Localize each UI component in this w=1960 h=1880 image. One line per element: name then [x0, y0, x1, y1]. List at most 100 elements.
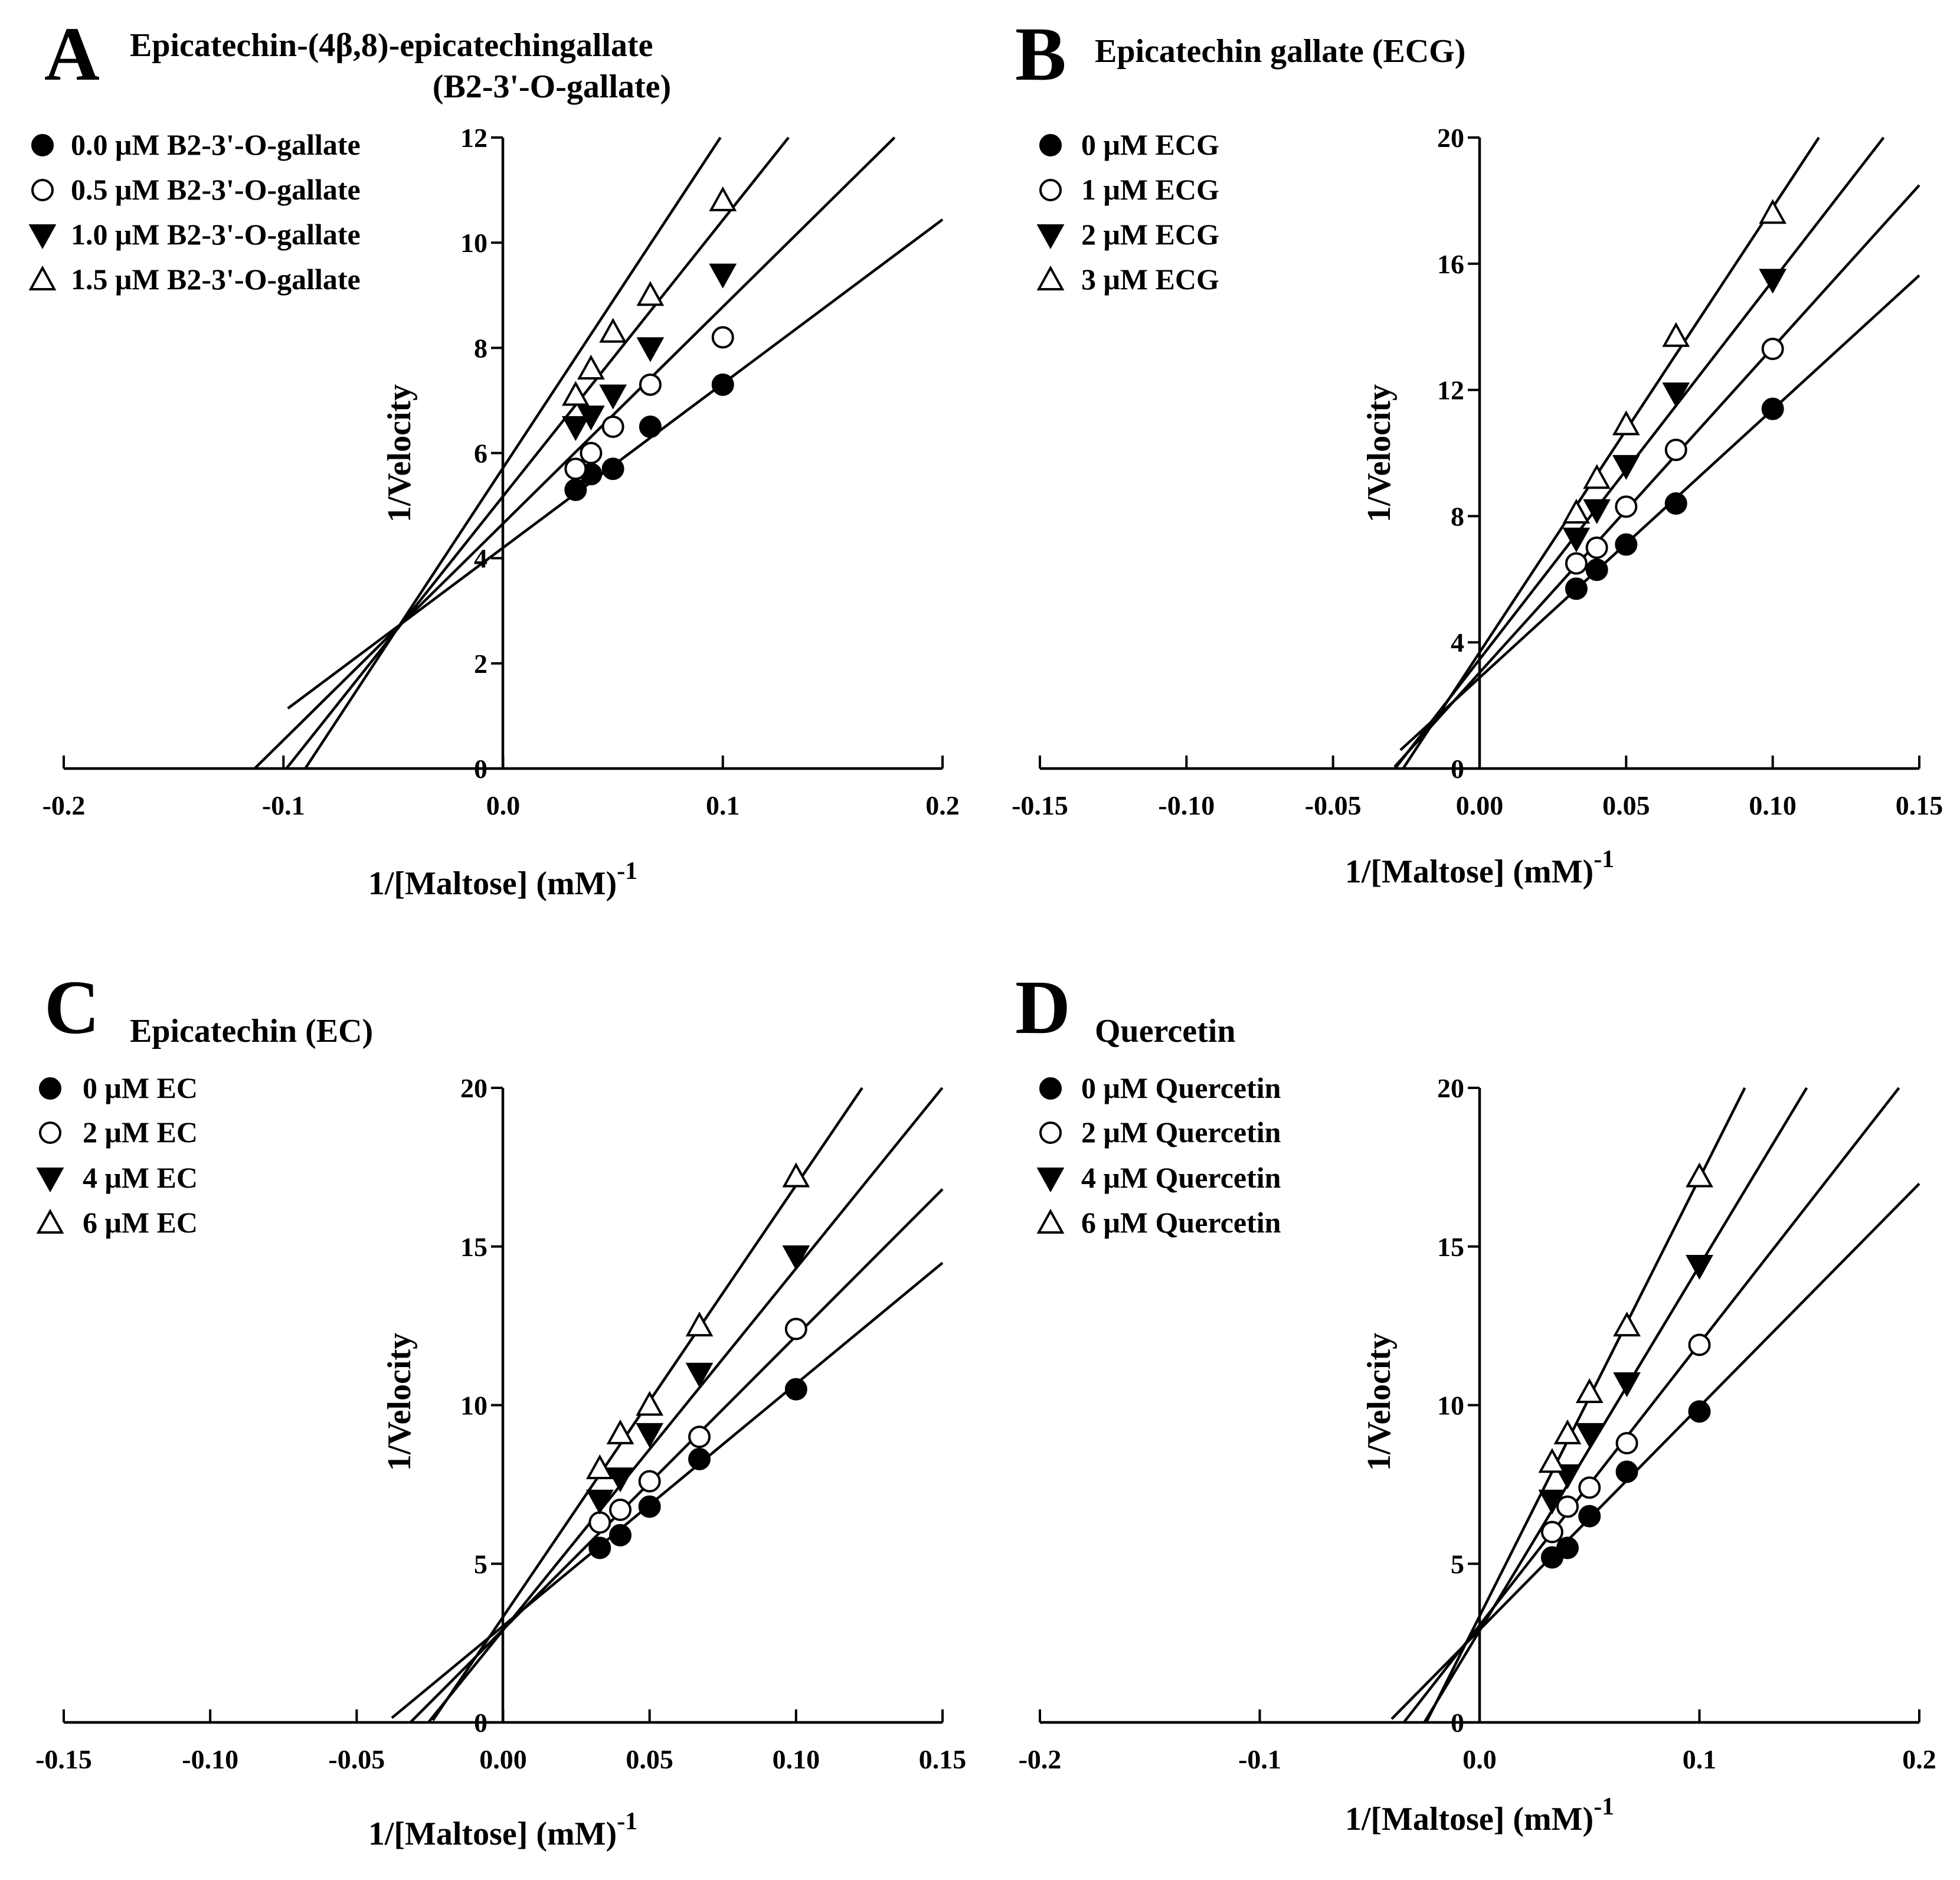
panel-d-legend-label: 4 μM Quercetin	[1081, 1161, 1281, 1194]
panel-d-data-point	[1613, 1312, 1641, 1337]
panel-a-x-tick-label: -0.1	[262, 790, 305, 820]
panel-c-data-point	[636, 1391, 664, 1416]
panel-a-data-point	[636, 281, 665, 306]
panel-b-x-tick-label: 0.05	[1602, 790, 1650, 820]
panel-b-y-tick-label: 4	[1451, 627, 1464, 658]
panel-b-y-tick-label: 16	[1437, 249, 1464, 279]
panel-a-data-point	[601, 457, 624, 480]
panel-c-data-point	[784, 1378, 807, 1401]
panel-b-x-tick-label: 0.15	[1896, 790, 1943, 820]
panel-c-data-point	[606, 1467, 634, 1493]
panel-b-legend-label: 1 μM ECG	[1081, 173, 1219, 206]
panel-b-x-axis-title: 1/[Maltose] (mM)-1	[1345, 846, 1614, 890]
panel-c-data-point	[588, 1536, 611, 1559]
panel-a-legend-label: 1.0 μM B2-3'-O-gallate	[71, 218, 361, 251]
panel-b-data-point	[1585, 558, 1608, 581]
panel-d-data-point	[1686, 1162, 1713, 1188]
panel-a-x-tick-label: -0.2	[42, 790, 86, 820]
panel-c-title: Epicatechin (EC)	[130, 1013, 373, 1049]
panel-c-y-tick-label: 10	[460, 1391, 487, 1421]
panel-c-data-point	[685, 1362, 714, 1388]
panel-d-data-point	[1615, 1460, 1638, 1483]
panel-a-data-point	[711, 373, 734, 396]
panel-c-x-tick-label: 0.10	[773, 1744, 820, 1774]
panel-c-data-point	[688, 1425, 711, 1449]
panel-a-y-tick-label: 8	[474, 333, 487, 363]
panel-b-data-point	[1612, 410, 1640, 436]
panel-c-data-point	[638, 1470, 661, 1493]
panel-b-data-point	[1662, 382, 1690, 408]
panel-c-x-tick-label: 0.05	[626, 1744, 673, 1774]
panel-b-fit-line	[1393, 184, 1920, 768]
panel-d-fit-line	[1423, 1087, 1808, 1724]
panel-b-data-point	[1565, 552, 1588, 575]
panel-d-data-point	[1575, 1423, 1604, 1448]
panel-c-x-tick-label: -0.15	[35, 1744, 92, 1774]
panel-c-y-tick-label: 15	[460, 1232, 487, 1262]
panel-d-legend-label: 0 μM Quercetin	[1081, 1071, 1281, 1104]
panel-b-data-point	[1759, 199, 1787, 224]
panel-a-fit-line	[254, 136, 896, 770]
panel-a: A Epicatechin-(4β,8)-epicatechingallate (B…	[28, 12, 960, 902]
panel-c-y-tick-label: 5	[474, 1549, 487, 1579]
panel-a-data-point	[599, 318, 627, 343]
panel-a-data-point	[561, 381, 590, 406]
panel-d-data-point	[1578, 1505, 1601, 1528]
panel-b-data-point	[1664, 492, 1687, 515]
panel-a-data-point	[599, 384, 627, 410]
panel-b-legend-marker	[1039, 134, 1062, 156]
panel-b-data-point	[1761, 338, 1784, 361]
panel-a-data-point	[564, 457, 587, 480]
panel-d-fit-line	[1402, 1087, 1900, 1724]
panel-c: C Epicatechin (EC) -0.15 -0.10 -0.05 0.00 0.05…	[35, 965, 966, 1852]
panel-d: D Quercetin -0.2 -0.1 0.0 0.1 0.2 0 5 10 15 20 1/Vel…	[1015, 965, 1936, 1838]
panel-b-data-point	[1615, 533, 1638, 556]
panel-d-data-point	[1578, 1476, 1601, 1499]
panel-d-y-axis-title: 1/Velocity	[1361, 1333, 1398, 1471]
panel-c-fit-line	[409, 1188, 944, 1724]
panel-b-data-point	[1761, 397, 1784, 420]
panel-b: B Epicatechin gallate (ECG) -0.15 -0.10 -0.0…	[1012, 12, 1943, 890]
panel-b-y-tick-label: 20	[1437, 123, 1464, 153]
panel-d-data-point	[1615, 1432, 1638, 1454]
panel-b-y-axis-title: 1/Velocity	[1361, 384, 1398, 522]
panel-c-legend-marker	[36, 1168, 64, 1193]
panel-a-data-point	[577, 406, 605, 431]
panel-a-data-point	[709, 186, 737, 211]
panel-c-x-axis-title: 1/[Maltose] (mM)-1	[368, 1808, 637, 1852]
panel-b-data-point	[1565, 577, 1588, 600]
panel-d-x-tick-label: 0.2	[1902, 1744, 1936, 1774]
panel-d-data-point	[1553, 1419, 1582, 1444]
panel-c-legend-marker	[39, 1077, 61, 1100]
panel-d-x-tick-label: 0.1	[1683, 1744, 1717, 1774]
panel-c-x-tick-label: -0.05	[328, 1744, 385, 1774]
panel-c-fit-line	[427, 1087, 944, 1724]
panel-a-title: Epicatechin-(4β,8)-epicatechingallate	[130, 27, 653, 64]
panel-b-data-point	[1562, 498, 1591, 524]
panel-c-y-axis-title: 1/Velocity	[381, 1333, 418, 1471]
panel-c-fit-line	[391, 1261, 944, 1719]
panel-d-legend-marker	[1039, 1122, 1062, 1144]
panel-c-data-point	[782, 1245, 810, 1270]
panel-c-data-point	[782, 1162, 810, 1188]
panel-d-fit-line	[1425, 1087, 1746, 1724]
panel-c-data-point	[688, 1447, 711, 1470]
panel-c-data-point	[609, 1498, 632, 1521]
panel-d-x-tick-label: 0.0	[1462, 1744, 1497, 1774]
panel-d-y-tick-label: 15	[1437, 1232, 1464, 1262]
panel-a-fit-line	[304, 136, 722, 770]
panel-d-data-point	[1575, 1378, 1604, 1403]
panel-a-legend-marker	[31, 179, 54, 201]
panel-d-y-tick-label: 5	[1451, 1549, 1464, 1579]
panel-d-legend-label: 6 μM Quercetin	[1081, 1206, 1281, 1239]
panel-a-legend-marker	[31, 134, 54, 156]
panel-c-data-point	[585, 1454, 614, 1479]
panel-d-data-point	[1540, 1521, 1563, 1544]
panel-c-data-point	[609, 1523, 632, 1546]
panel-c-y-tick-label: 20	[460, 1073, 487, 1103]
panel-d-y-tick-label: 10	[1437, 1391, 1464, 1421]
panel-a-data-point	[636, 337, 665, 362]
panel-a-legend-label: 1.5 μM B2-3'-O-gallate	[71, 263, 361, 296]
panel-a-y-axis-title: 1/Velocity	[381, 384, 418, 522]
panel-d-y-tick-label: 0	[1451, 1708, 1464, 1738]
